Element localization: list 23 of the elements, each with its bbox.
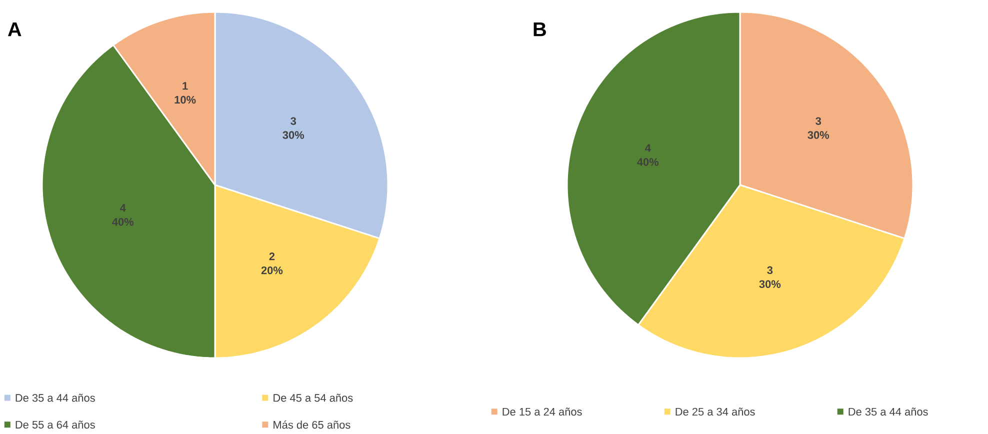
legend-label: Más de 65 años bbox=[274, 420, 350, 429]
data-label: 30% bbox=[808, 131, 830, 139]
data-label: 30% bbox=[759, 280, 781, 288]
text: 2 bbox=[269, 252, 275, 260]
text: 1 bbox=[182, 82, 188, 90]
text: 3 bbox=[767, 266, 773, 274]
legend-label: De 45 a 54 años bbox=[274, 394, 353, 402]
text: 4 bbox=[644, 144, 651, 152]
data-label: 20% bbox=[261, 266, 283, 274]
chart-title: A bbox=[8, 22, 22, 36]
legend-label: De 25 a 34 años bbox=[676, 408, 755, 416]
legend-label: De 55 a 64 años bbox=[16, 420, 95, 429]
text: 3 bbox=[290, 117, 296, 125]
legend-label: De 35 a 44 años bbox=[848, 408, 928, 416]
text: 4 bbox=[120, 204, 126, 212]
data-label: 40% bbox=[637, 158, 659, 166]
data-label: 40% bbox=[112, 218, 134, 226]
data-label: 10% bbox=[174, 96, 196, 104]
chart-title: B bbox=[534, 22, 546, 36]
data-label: 30% bbox=[282, 131, 304, 139]
legend-label: De 35 a 44 años bbox=[16, 394, 95, 402]
legend-label: De 15 a 24 años bbox=[502, 408, 582, 416]
text: 3 bbox=[816, 117, 822, 125]
